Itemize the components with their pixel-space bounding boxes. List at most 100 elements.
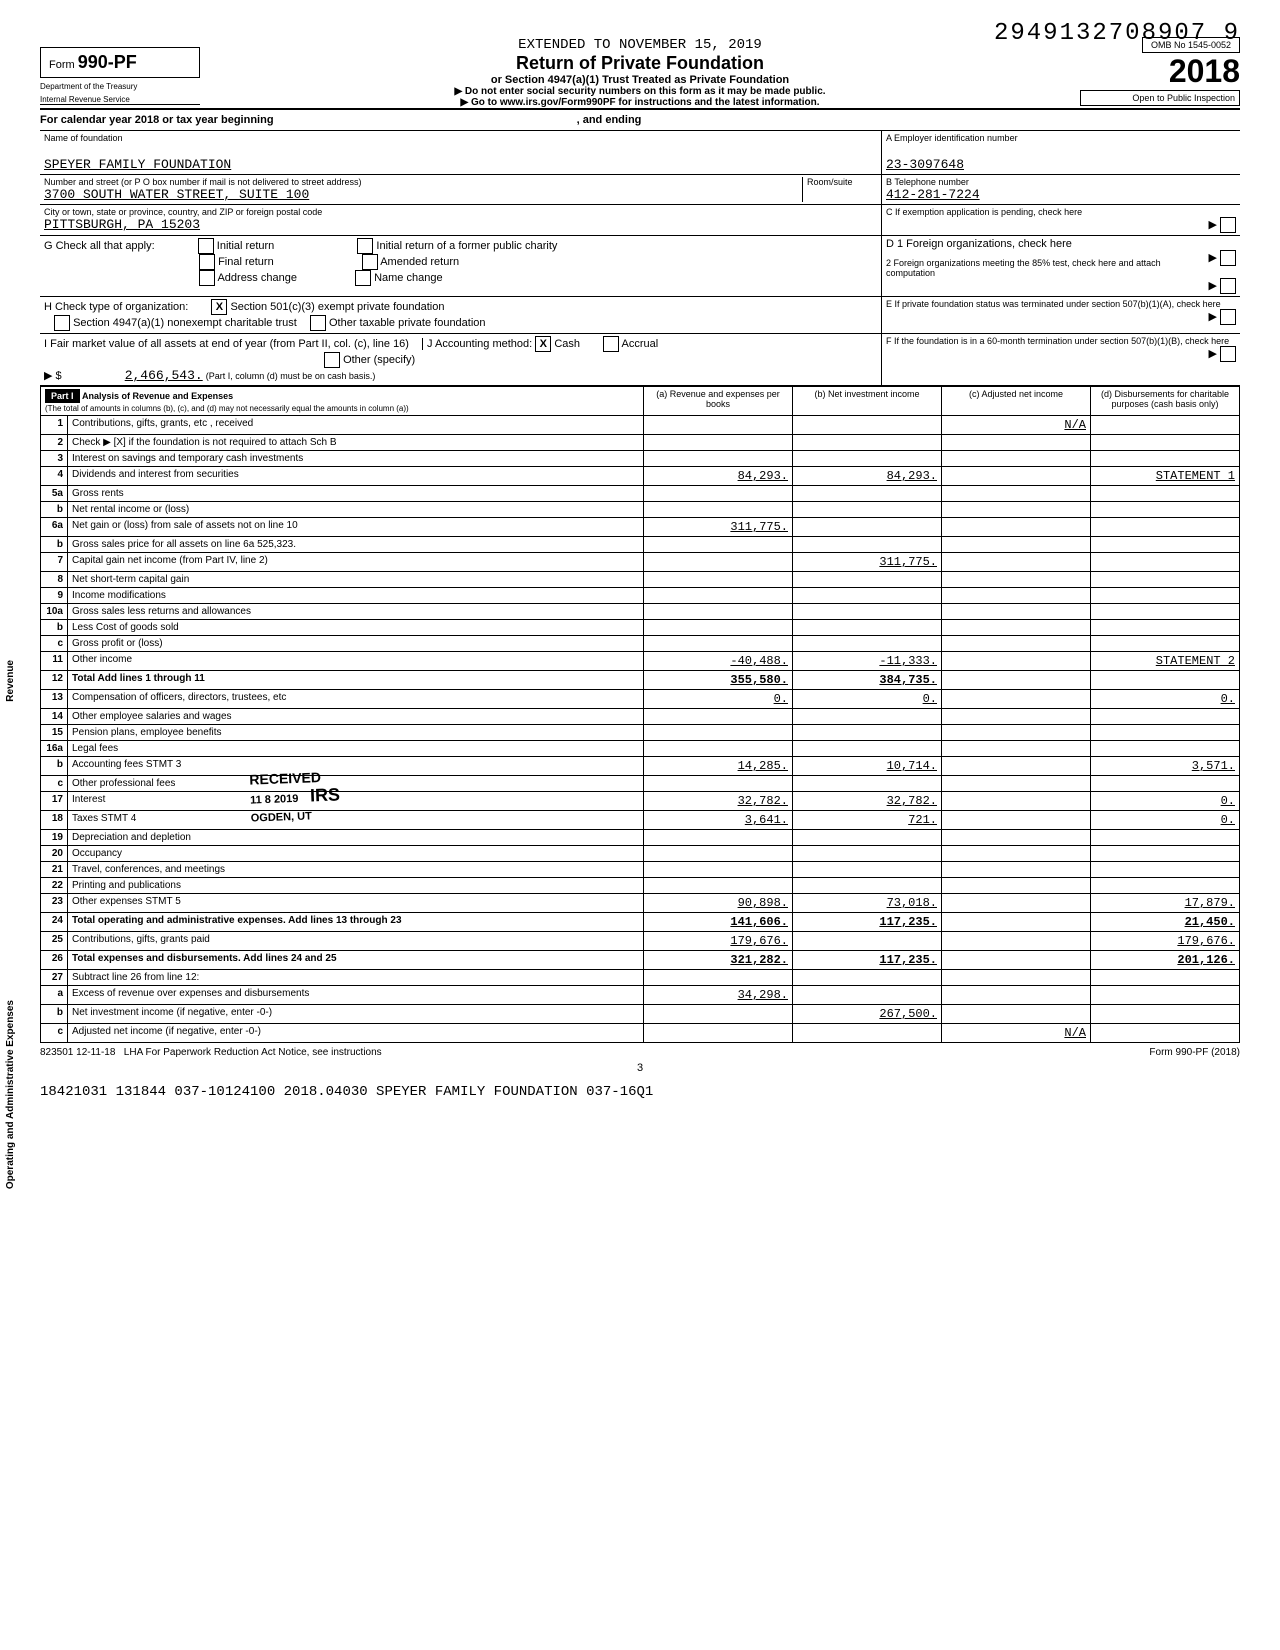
g-initial-checkbox[interactable]	[198, 238, 214, 254]
col-a-header: (a) Revenue and expenses per books	[644, 387, 793, 416]
table-row: 26 Total expenses and disbursements. Add…	[41, 951, 1240, 970]
g-amended-checkbox[interactable]	[362, 254, 378, 270]
room-label: Room/suite	[807, 177, 877, 187]
table-row: 7 Capital gain net income (from Part IV,…	[41, 553, 1240, 572]
open-public: Open to Public Inspection	[1080, 90, 1240, 106]
h-label: H Check type of organization:	[44, 301, 188, 313]
g-name-checkbox[interactable]	[355, 270, 371, 286]
warning-ssn: ▶ Do not enter social security numbers o…	[220, 86, 1060, 97]
table-row: 1 Contributions, gifts, grants, etc , re…	[41, 416, 1240, 435]
table-row: 23 Other expenses STMT 5 90,898. 73,018.…	[41, 894, 1240, 913]
footer-code: 823501 12-11-18	[40, 1047, 115, 1058]
e-checkbox[interactable]	[1220, 309, 1236, 325]
table-row: 24 Total operating and administrative ex…	[41, 913, 1240, 932]
table-row: b Less Cost of goods sold	[41, 620, 1240, 636]
part1-table: Part I Analysis of Revenue and Expenses …	[40, 386, 1240, 1043]
g-amended: Amended return	[380, 256, 459, 268]
h-other: Other taxable private foundation	[329, 317, 486, 329]
table-row: 22 Printing and publications	[41, 878, 1240, 894]
table-row: a Excess of revenue over expenses and di…	[41, 986, 1240, 1005]
table-row: c Other professional fees	[41, 776, 1240, 792]
part1-label: Part I	[45, 389, 80, 403]
e-label: E If private foundation status was termi…	[886, 299, 1236, 309]
table-row: 10a Gross sales less returns and allowan…	[41, 604, 1240, 620]
revenue-sidebar: Revenue	[5, 660, 16, 702]
table-row: 9 Income modifications	[41, 588, 1240, 604]
h-501c3: Section 501(c)(3) exempt private foundat…	[230, 301, 444, 313]
form-subtitle: or Section 4947(a)(1) Trust Treated as P…	[220, 74, 1060, 86]
table-row: c Gross profit or (loss)	[41, 636, 1240, 652]
name-label: Name of foundation	[44, 133, 877, 143]
table-row: 14 Other employee salaries and wages	[41, 709, 1240, 725]
table-row: c Adjusted net income (if negative, ente…	[41, 1024, 1240, 1043]
h-501c3-checkbox[interactable]: X	[211, 299, 227, 315]
j-accrual-checkbox[interactable]	[603, 336, 619, 352]
g-final: Final return	[218, 256, 274, 268]
j-label: J Accounting method:	[422, 338, 532, 350]
irs-label: Internal Revenue Service	[40, 95, 200, 105]
extended-date: EXTENDED TO NOVEMBER 15, 2019	[220, 37, 1060, 53]
page-number: 3	[40, 1062, 1240, 1074]
dept-treasury: Department of the Treasury	[40, 82, 200, 91]
g-initial-former-checkbox[interactable]	[357, 238, 373, 254]
col-c-header: (c) Adjusted net income	[942, 387, 1091, 416]
calendar-year-row: For calendar year 2018 or tax year begin…	[40, 110, 1240, 131]
table-row: 8 Net short-term capital gain	[41, 572, 1240, 588]
g-label: G Check all that apply:	[44, 240, 155, 252]
j-cash: Cash	[554, 338, 580, 350]
h-4947-checkbox[interactable]	[54, 315, 70, 331]
table-row: b Net investment income (if negative, en…	[41, 1005, 1240, 1024]
table-row: 25 Contributions, gifts, grants paid 179…	[41, 932, 1240, 951]
table-row: 11 Other income -40,488. -11,333. STATEM…	[41, 652, 1240, 671]
g-address: Address change	[217, 272, 297, 284]
warning-url: ▶ Go to www.irs.gov/Form990PF for instru…	[220, 97, 1060, 108]
j-other-checkbox[interactable]	[324, 352, 340, 368]
d1-checkbox[interactable]	[1220, 250, 1236, 266]
ein-value: 23-3097648	[886, 157, 1236, 172]
received-stamp: RECEIVED 11 8 2019 IRS OGDEN, UT	[249, 768, 341, 824]
table-row: 19 Depreciation and depletion	[41, 830, 1240, 846]
g-address-checkbox[interactable]	[199, 270, 215, 286]
address-value: 3700 SOUTH WATER STREET, SUITE 100	[44, 187, 802, 202]
table-row: 27 Subtract line 26 from line 12:	[41, 970, 1240, 986]
cal-year-label: For calendar year 2018 or tax year begin…	[40, 114, 274, 126]
c-label: C If exemption application is pending, c…	[886, 207, 1236, 217]
g-initial: Initial return	[217, 240, 274, 252]
g-initial-former: Initial return of a former public charit…	[376, 240, 557, 252]
table-row: 3 Interest on savings and temporary cash…	[41, 451, 1240, 467]
omb-number: OMB No 1545-0052	[1142, 37, 1240, 53]
ending-label: , and ending	[577, 114, 642, 126]
table-row: 2 Check ▶ [X] if the foundation is not r…	[41, 435, 1240, 451]
footer-row: 823501 12-11-18 LHA For Paperwork Reduct…	[40, 1043, 1240, 1062]
j-other: Other (specify)	[343, 354, 415, 366]
d1-label: D 1 Foreign organizations, check here	[886, 238, 1236, 250]
table-row: 18 Taxes STMT 4 3,641. 721. 0.	[41, 811, 1240, 830]
f-label: F If the foundation is in a 60-month ter…	[886, 336, 1236, 346]
col-d-header: (d) Disbursements for charitable purpose…	[1091, 387, 1240, 416]
foundation-name: SPEYER FAMILY FOUNDATION	[44, 157, 877, 172]
table-row: 21 Travel, conferences, and meetings	[41, 862, 1240, 878]
table-row: b Net rental income or (loss)	[41, 502, 1240, 518]
d2-label: 2 Foreign organizations meeting the 85% …	[886, 258, 1236, 278]
part1-title: Analysis of Revenue and Expenses	[82, 391, 233, 401]
ein-label: A Employer identification number	[886, 133, 1236, 143]
col-b-header: (b) Net investment income	[793, 387, 942, 416]
f-checkbox[interactable]	[1220, 346, 1236, 362]
form-header: Form 990-PF Department of the Treasury I…	[40, 37, 1240, 110]
phone-value: 412-281-7224	[886, 187, 1236, 202]
h-other-checkbox[interactable]	[310, 315, 326, 331]
footer-form: Form 990-PF (2018)	[1149, 1047, 1240, 1058]
d2-checkbox[interactable]	[1220, 278, 1236, 294]
j-cash-checkbox[interactable]: X	[535, 336, 551, 352]
g-final-checkbox[interactable]	[199, 254, 215, 270]
bottom-line: 18421031 131844 037-10124100 2018.04030 …	[40, 1084, 1240, 1100]
address-label: Number and street (or P O box number if …	[44, 177, 802, 187]
table-row: 16a Legal fees	[41, 741, 1240, 757]
g-name: Name change	[374, 272, 443, 284]
c-checkbox[interactable]	[1220, 217, 1236, 233]
form-number: 990-PF	[78, 52, 137, 72]
phone-label: B Telephone number	[886, 177, 1236, 187]
expenses-sidebar: Operating and Administrative Expenses	[5, 1000, 16, 1189]
part1-note: (The total of amounts in columns (b), (c…	[45, 404, 409, 413]
table-row: 20 Occupancy	[41, 846, 1240, 862]
